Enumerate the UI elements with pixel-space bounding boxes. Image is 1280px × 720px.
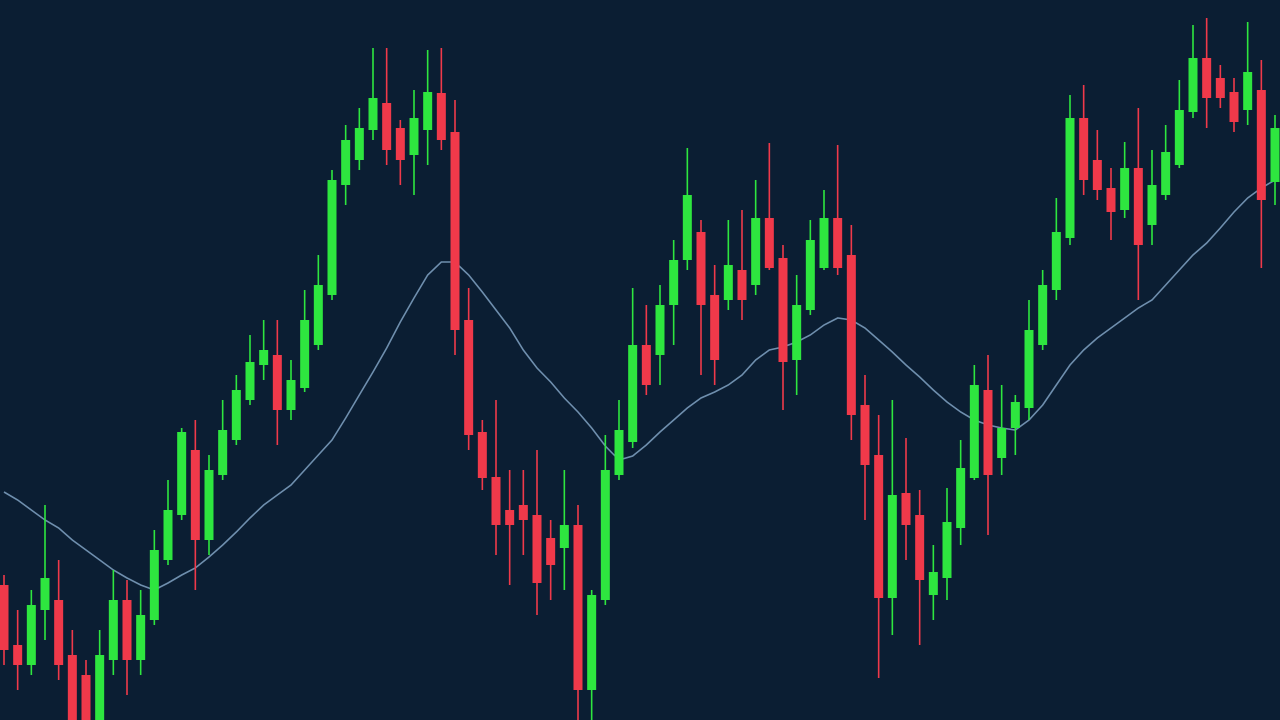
candle-body	[395, 128, 405, 160]
candle-body	[1202, 58, 1212, 98]
candle-body	[969, 385, 979, 478]
candle-body	[436, 93, 446, 140]
candle-body	[464, 320, 474, 435]
candle-body	[177, 432, 187, 515]
candle-body	[874, 455, 884, 598]
candle-body	[1092, 160, 1102, 190]
candle-body	[354, 128, 364, 160]
candle-body	[887, 495, 897, 598]
candle-body	[1215, 78, 1225, 98]
candle-body	[532, 515, 542, 583]
candle-body	[231, 390, 241, 440]
candle-body	[942, 522, 952, 578]
candle-body	[1106, 188, 1116, 212]
candle-body	[67, 655, 77, 720]
candle-body	[136, 615, 146, 660]
candle-body	[218, 430, 228, 475]
candle-body	[341, 140, 351, 185]
moving-average-line	[3, 179, 1276, 591]
candle-body	[81, 675, 91, 720]
candle-body	[204, 470, 214, 540]
candle-body	[382, 103, 392, 150]
candle-body	[805, 240, 815, 310]
candle-body	[13, 645, 23, 665]
candle-body	[1147, 185, 1157, 225]
candle-body	[518, 505, 528, 520]
candle-body	[1133, 168, 1143, 245]
candle-body	[1079, 118, 1089, 180]
candle-body	[477, 432, 487, 478]
candle-body	[778, 258, 788, 362]
candle-body	[696, 232, 706, 305]
candle-body	[915, 515, 925, 580]
candle-body	[313, 285, 323, 345]
candle-body	[1174, 110, 1184, 165]
candle-body	[573, 525, 583, 690]
candle-body	[259, 350, 269, 365]
candle-body	[614, 430, 624, 475]
candle-body	[286, 380, 296, 410]
candle-body	[1270, 128, 1280, 182]
candle-body	[40, 578, 50, 610]
candle-body	[1024, 330, 1034, 408]
candle-body	[423, 92, 433, 130]
candle-body	[149, 550, 159, 620]
candle-body	[956, 468, 966, 528]
candle-body	[1256, 90, 1266, 200]
candle-body	[54, 600, 64, 665]
candle-body	[108, 600, 118, 660]
candle-body	[860, 405, 870, 465]
candle-body	[409, 118, 419, 155]
candle-body	[1051, 232, 1061, 290]
candle-body	[928, 572, 938, 595]
candle-body	[245, 362, 255, 400]
candle-body	[0, 585, 9, 650]
candle-body	[819, 218, 829, 268]
candle-body	[491, 477, 501, 525]
candle-body	[95, 655, 105, 720]
candle-body	[833, 218, 843, 268]
candle-body	[190, 450, 200, 540]
candle-body	[669, 260, 679, 305]
candle-body	[559, 525, 569, 548]
candle-body	[26, 605, 36, 665]
candle-body	[901, 493, 911, 525]
candle-body	[505, 510, 515, 525]
candle-body	[997, 428, 1007, 458]
candle-body	[327, 180, 337, 295]
candle-body	[628, 345, 638, 442]
candle-body	[122, 600, 132, 660]
candle-body	[723, 265, 733, 300]
candle-body	[1038, 285, 1048, 345]
candle-body	[1188, 58, 1198, 112]
candle-body	[587, 595, 597, 690]
candle-body	[983, 390, 993, 475]
candle-body	[846, 255, 856, 415]
candle-body	[655, 305, 665, 355]
candle-body	[300, 320, 310, 388]
candle-body	[1243, 72, 1253, 110]
candle-body	[792, 305, 802, 360]
candle-body	[682, 195, 692, 260]
candle-body	[163, 510, 173, 560]
candle-body	[710, 295, 720, 360]
candle-body	[641, 345, 651, 385]
candle-body	[764, 218, 774, 268]
candle-body	[450, 132, 460, 330]
candle-body	[1065, 118, 1075, 238]
candle-body	[1161, 152, 1171, 195]
candle-body	[1010, 402, 1020, 428]
candle-body	[272, 355, 282, 410]
candle-body	[546, 538, 556, 565]
candle-body	[737, 270, 747, 300]
candle-body	[368, 98, 378, 130]
candle-body	[600, 470, 610, 600]
candle-body	[1229, 92, 1239, 122]
candle-body	[751, 218, 761, 285]
candle-body	[1120, 168, 1130, 210]
